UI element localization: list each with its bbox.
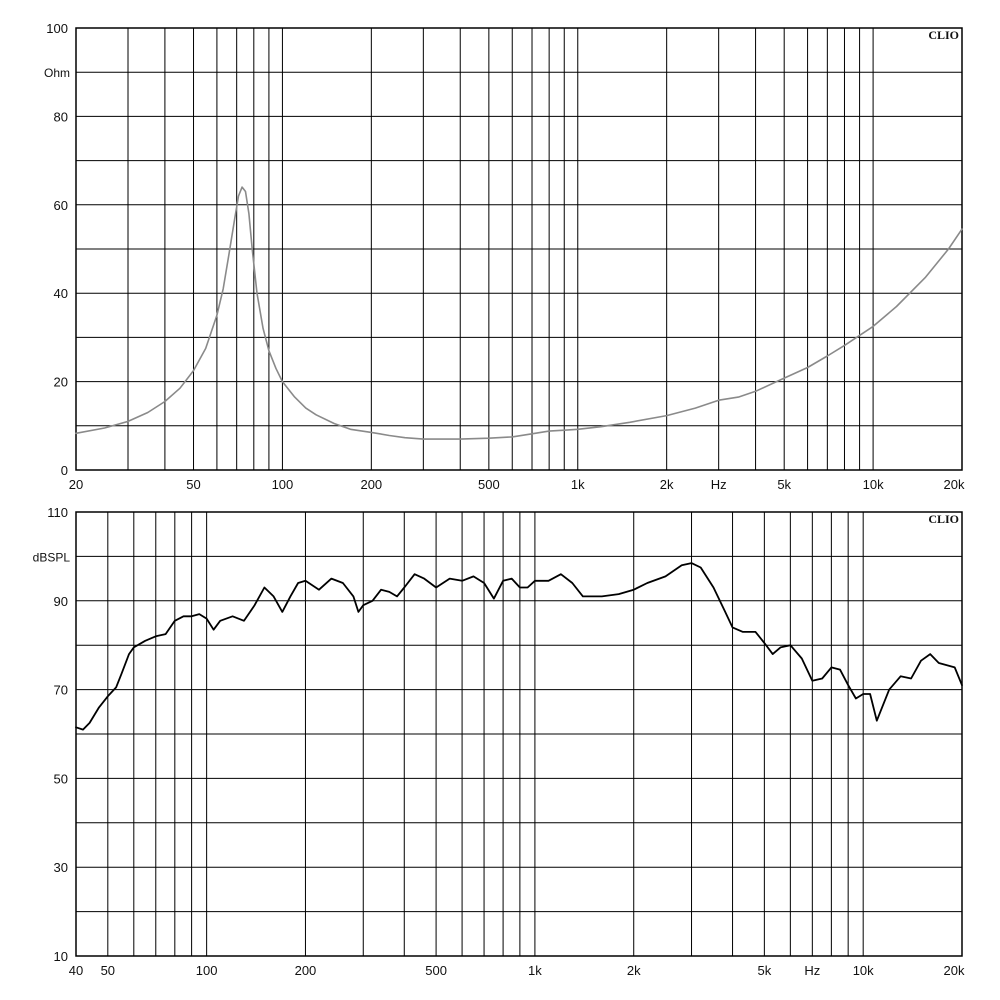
clio-watermark: CLIO (928, 512, 959, 526)
y-axis-label: Ohm (44, 66, 70, 80)
y-tick-label: 50 (54, 771, 68, 786)
x-tick-label: 2k (627, 963, 641, 978)
x-tick-label: 2k (660, 477, 674, 492)
impedance-curve (75, 186, 963, 440)
x-tick-label: 1k (528, 963, 542, 978)
y-tick-label: 70 (54, 683, 68, 698)
x-unit-label: Hz (711, 477, 727, 492)
x-tick-label: 50 (186, 477, 200, 492)
y-tick-label: 40 (54, 286, 68, 301)
clio-watermark: CLIO (928, 28, 959, 42)
y-tick-label: 110 (47, 505, 68, 520)
y-tick-label: 30 (54, 860, 68, 875)
plot-frame (75, 511, 963, 957)
y-tick-label: 90 (54, 594, 68, 609)
x-tick-label: 200 (295, 963, 317, 978)
watermark-background (916, 29, 961, 41)
y-tick-label: 80 (54, 109, 68, 124)
plot-frame (75, 27, 963, 471)
spl-chart: 10 30 50 70 90 110 dBSPL 40 50 100 200 500 1k 2k 5k 10k… (33, 505, 965, 978)
spl-curve (75, 562, 963, 731)
x-tick-label: 50 (101, 963, 115, 978)
x-tick-label: 200 (360, 477, 382, 492)
x-tick-label: 40 (69, 963, 83, 978)
x-unit-label: Hz (804, 963, 820, 978)
x-tick-label: 20 (69, 477, 83, 492)
y-tick-label: 100 (46, 21, 68, 36)
y-tick-label: 60 (54, 198, 68, 213)
y-axis-label: dBSPL (33, 550, 71, 564)
x-tick-label: 10k (853, 963, 874, 978)
x-tick-label: 20k (944, 963, 965, 978)
grid (76, 512, 962, 956)
x-tick-label: 1k (571, 477, 585, 492)
x-tick-label: 500 (478, 477, 500, 492)
x-tick-label: 100 (272, 477, 294, 492)
x-tick-label: 5k (757, 963, 771, 978)
y-tick-label: 0 (61, 463, 68, 478)
x-tick-label: 20k (944, 477, 965, 492)
x-tick-label: 10k (863, 477, 884, 492)
x-tick-label: 5k (777, 477, 791, 492)
y-tick-label: 20 (54, 375, 68, 390)
y-tick-label: 10 (54, 949, 68, 964)
watermark-background (916, 513, 961, 525)
x-tick-label: 500 (425, 963, 447, 978)
grid (76, 28, 962, 470)
x-tick-label: 100 (196, 963, 218, 978)
